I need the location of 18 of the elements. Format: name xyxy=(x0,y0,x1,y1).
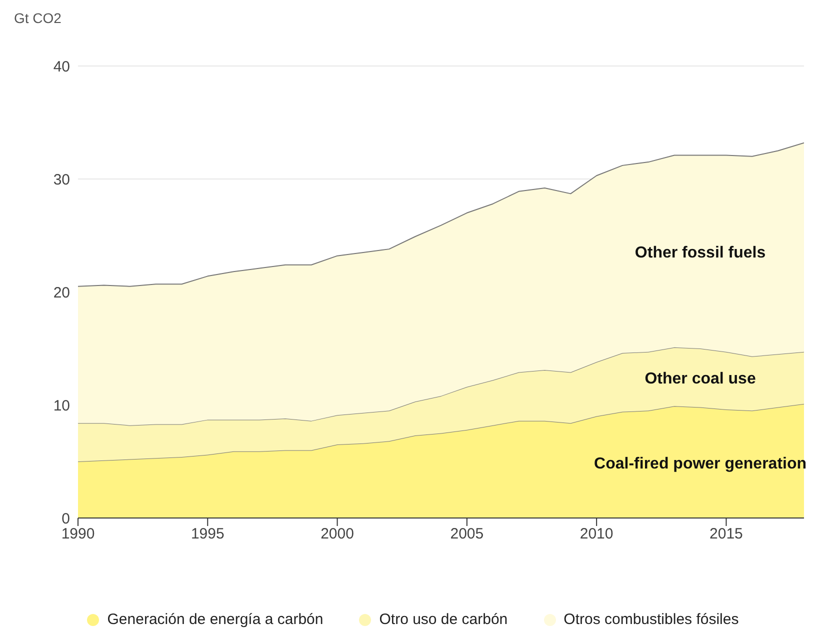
legend-label: Otro uso de carbón xyxy=(379,611,508,628)
y-tick-label: 20 xyxy=(53,284,70,302)
legend-label: Otros combustibles fósiles xyxy=(564,611,739,628)
y-tick-label: 0 xyxy=(62,510,70,528)
x-tick-label: 2010 xyxy=(580,526,614,543)
y-tick-label: 30 xyxy=(53,171,70,188)
y-tick-label: 10 xyxy=(53,397,70,414)
x-tick-label: 2000 xyxy=(320,526,354,543)
x-tick-label: 1990 xyxy=(61,526,95,543)
x-tick-label: 2005 xyxy=(450,526,484,543)
annotation: Other fossil fuels xyxy=(634,244,766,262)
annotation: Other coal use xyxy=(644,370,756,388)
y-axis-title: Gt CO2 xyxy=(14,10,62,26)
x-tick-label: 1995 xyxy=(190,526,224,543)
y-tick-label: 40 xyxy=(53,58,70,76)
x-tick-label: 2015 xyxy=(710,526,743,543)
annotation: Coal-fired power generation xyxy=(594,455,807,472)
legend-label: Generación de energía a carbón xyxy=(107,611,324,628)
